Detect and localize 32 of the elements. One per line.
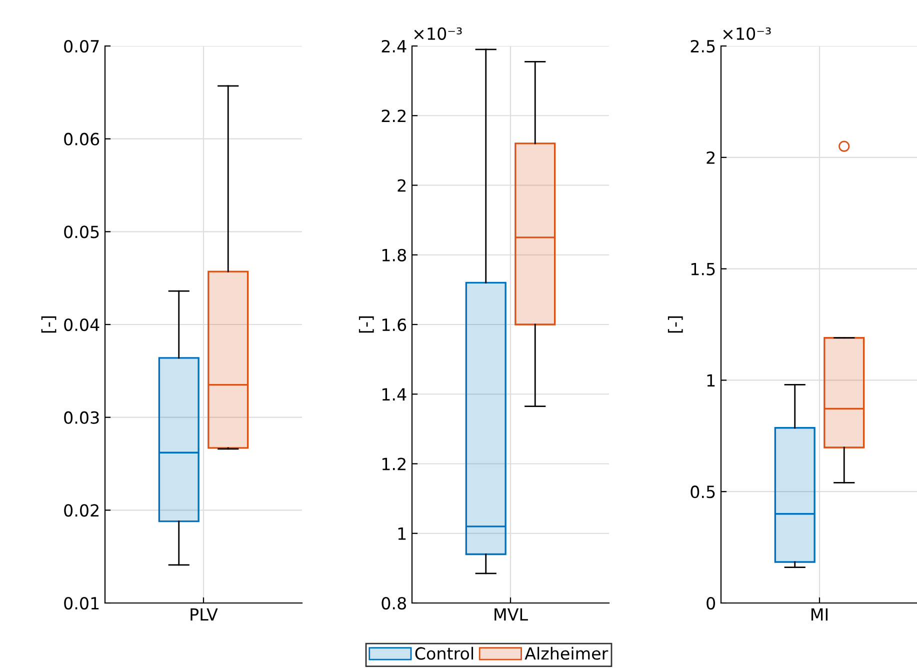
y-tick-label: 2.2: [382, 110, 406, 122]
y-tick-label: 1.8: [382, 248, 406, 262]
y-axis-title: [-]: [668, 316, 683, 333]
y-tick-label: 2.5: [690, 40, 715, 53]
y-tick-label: 1.5: [691, 262, 715, 276]
legend-label: Alzheimer: [524, 646, 608, 660]
y-tick-label: 0.05: [64, 226, 99, 238]
x-tick-label: MVL: [494, 608, 528, 621]
text: ×10⁻³: [723, 27, 771, 40]
y-tick-label: 0.07: [64, 40, 99, 53]
y-tick-label: 1: [398, 528, 406, 540]
y-tick-label: 0.01: [64, 596, 99, 610]
y-tick-label: 0.06: [64, 132, 100, 146]
y-axis-title: [-]: [41, 316, 56, 333]
y-tick-label: 2: [398, 179, 406, 192]
y-tick-label: 0.5: [690, 486, 715, 498]
y-tick-label: 1.4: [382, 388, 406, 400]
y-tick-label: 1.2: [382, 458, 406, 470]
y-tick-label: 0: [706, 596, 716, 610]
y-axis-title: [-]: [358, 316, 374, 333]
y-tick-label: 0.03: [64, 411, 99, 424]
text: ×10⁻³: [414, 27, 462, 40]
y-tick-label: 1: [707, 374, 715, 387]
y-tick-label: 0.04: [64, 318, 100, 332]
x-tick-label: MI: [811, 608, 828, 621]
y-tick-label: 2.4: [382, 40, 406, 52]
y-tick-label: 1.6: [382, 318, 406, 332]
y-tick-label: 2: [706, 151, 714, 164]
legend-label: Control: [415, 646, 474, 660]
y-tick-label: 0.02: [64, 504, 98, 517]
y-tick-label: 0.8: [382, 596, 406, 610]
x-tick-label: PLV: [190, 608, 218, 621]
